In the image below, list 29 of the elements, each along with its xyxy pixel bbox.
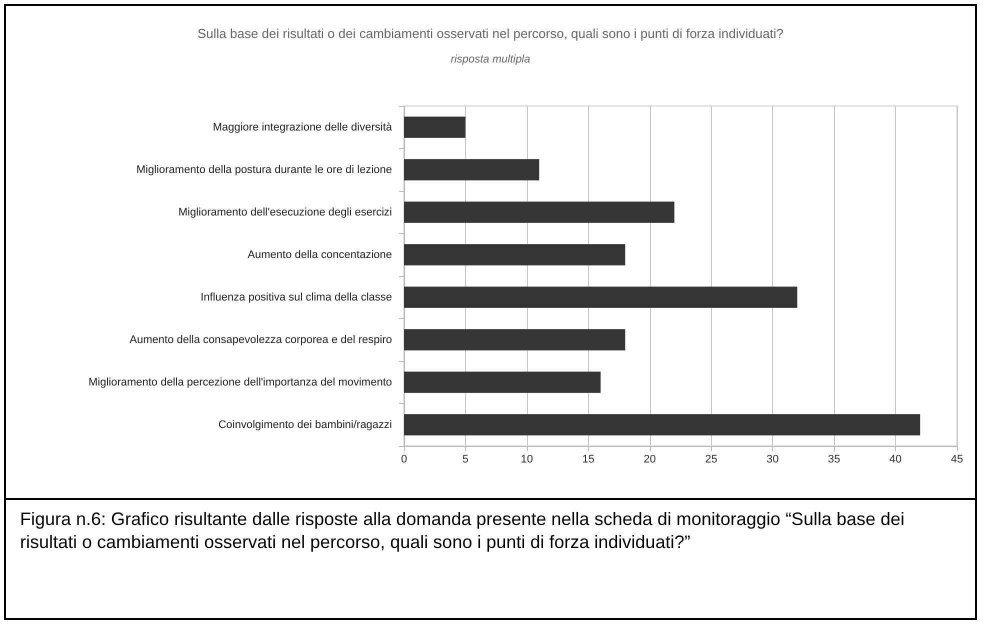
x-tick-label: 0 bbox=[400, 454, 408, 466]
y-tick-label: Maggiore integrazione delle diversità bbox=[212, 121, 393, 134]
y-tick-label: Miglioramento della postura durante le ore di lezione bbox=[136, 164, 392, 176]
bar bbox=[404, 286, 798, 308]
x-tick-label: 20 bbox=[644, 454, 656, 466]
bar bbox=[404, 414, 920, 436]
x-tick-label: 5 bbox=[462, 454, 469, 466]
bar bbox=[404, 116, 466, 138]
x-tick-label: 15 bbox=[582, 454, 594, 466]
x-tick-label: 30 bbox=[766, 454, 779, 466]
y-tick-label: Influenza positiva sul clima della classe bbox=[200, 291, 392, 304]
chart-title: Sulla base dei risultati o dei cambiamenti osservati nel percorso, quali sono i punti di forza individuati? bbox=[197, 26, 784, 41]
x-tick-label: 45 bbox=[950, 454, 964, 466]
bar bbox=[404, 329, 626, 350]
x-tick-label: 10 bbox=[520, 454, 534, 466]
bar bbox=[404, 202, 674, 223]
x-tick-label: 25 bbox=[705, 454, 718, 466]
x-tick-label: 40 bbox=[889, 454, 902, 466]
y-tick-label: Aumento della concentazione bbox=[248, 248, 392, 261]
bar bbox=[404, 372, 601, 393]
bar bbox=[404, 244, 626, 266]
y-tick-label: Coinvolgimento dei bambini/ragazzi bbox=[218, 418, 392, 431]
bar bbox=[404, 159, 540, 180]
text: Figura n.6: Grafico risultante dalle risposte alla domanda presente nella scheda di monitoraggio “Sulla base dei risultati o cambiamenti osservati nel percorso, quali sono i punti di forza individuati?” bbox=[20, 508, 906, 554]
y-tick-label: Aumento della consapevolezza corporea e del respiro bbox=[130, 334, 392, 346]
y-tick-label: Miglioramento dell'esecuzione degli esercizi bbox=[178, 206, 392, 218]
x-tick-label: 35 bbox=[828, 454, 840, 466]
y-tick-label: Miglioramento della percezione dell'importanza del movimento bbox=[88, 376, 392, 388]
chart-subtitle: risposta multipla bbox=[450, 54, 530, 66]
